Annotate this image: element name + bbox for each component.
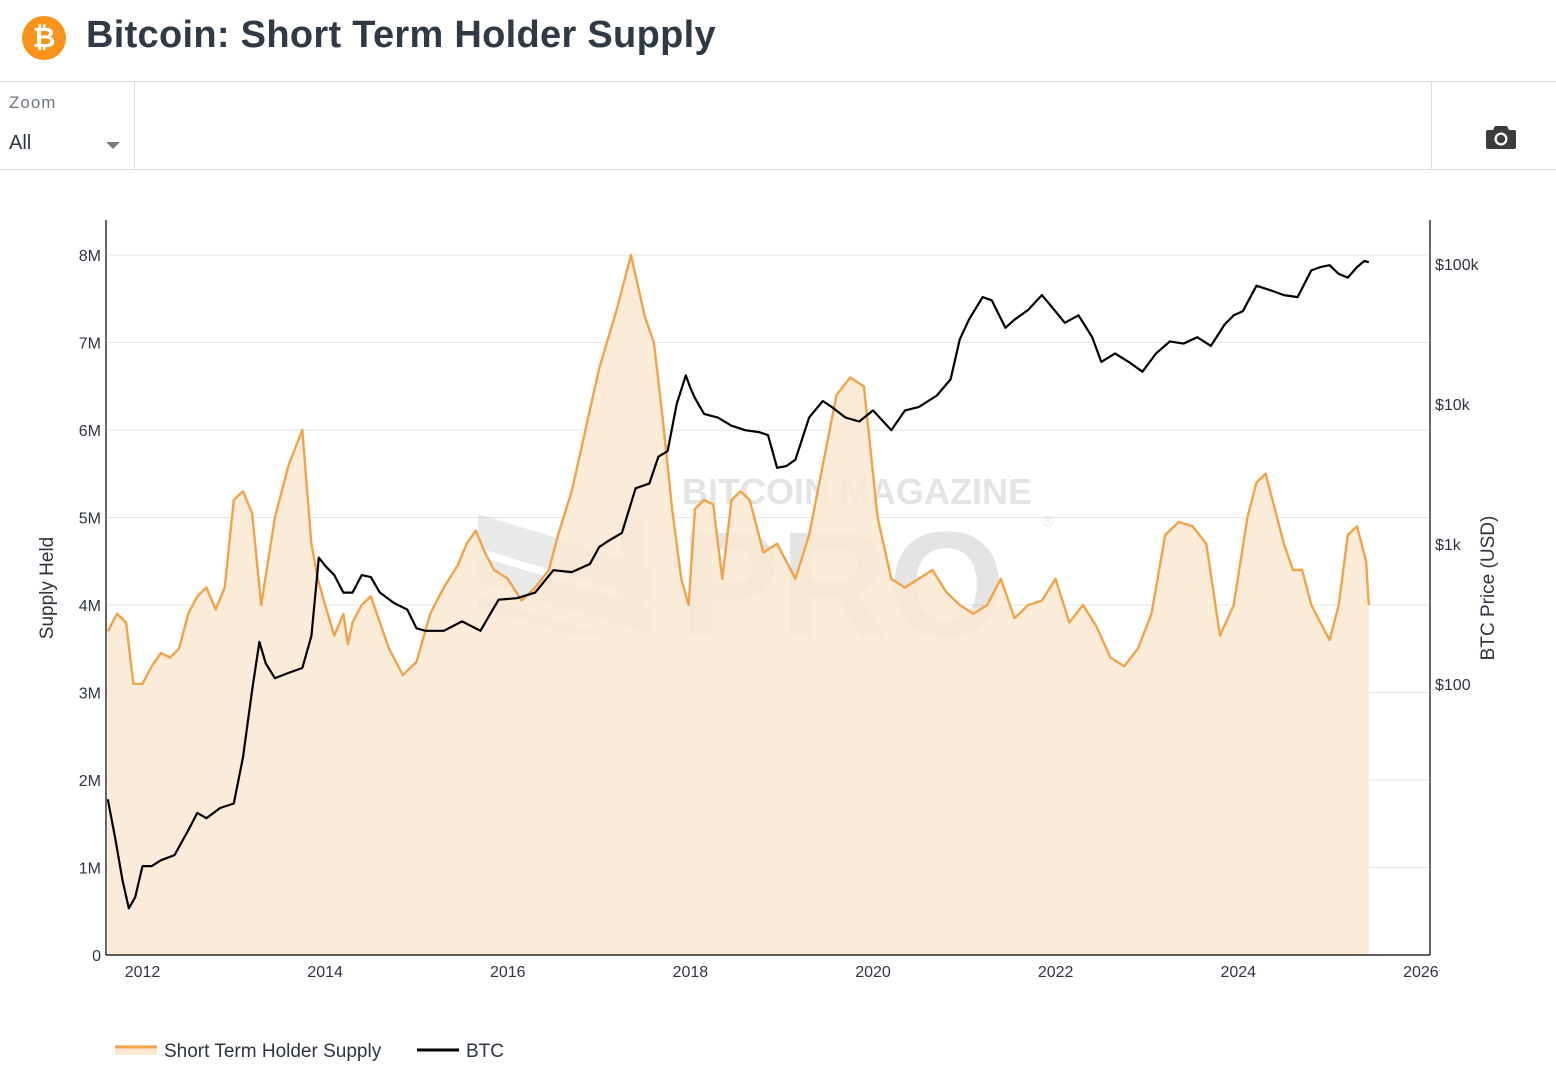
y2-tick-label: $10k — [1435, 397, 1471, 414]
x-tick-label: 2020 — [855, 964, 891, 981]
y2-axis-title: BTC Price (USD) — [1478, 516, 1499, 661]
axes: 0 1M 2M 3M 4M 5M 6M 7M 8M 2012 2014 2016 2018 2020 202… — [37, 220, 1499, 981]
zoom-select[interactable]: Zoom All — [0, 82, 135, 170]
y-tick-label: 5M — [79, 511, 101, 528]
y-tick-label: 1M — [79, 861, 101, 878]
x-tick-label: 2018 — [673, 964, 709, 981]
y2-tick-label: $100k — [1435, 257, 1480, 274]
x-tick-label: 2012 — [125, 964, 161, 981]
y-tick-label: 0 — [92, 948, 101, 965]
x-tick-label: 2022 — [1038, 964, 1074, 981]
legend-label-btc[interactable]: BTC — [466, 1041, 504, 1062]
y2-tick-label: $1k — [1435, 537, 1462, 554]
bitcoin-logo-icon: ₿ — [22, 16, 66, 60]
chart: BITCOIN MAGAZINE PRO ® 01M2M3M4M5M6M7M8M… — [37, 220, 1499, 1062]
camera-box — [1431, 82, 1556, 170]
zoom-value: All — [9, 132, 32, 154]
y-tick-label: 7M — [79, 336, 101, 353]
chart-toolbar: Zoom All — [0, 81, 1556, 170]
x-tick-label: 2024 — [1220, 964, 1256, 981]
y-tick-label: 6M — [79, 423, 101, 440]
btc-price-line — [106, 259, 1370, 910]
y-tick-label: 4M — [79, 598, 101, 615]
chevron-down-icon — [106, 142, 120, 149]
series-layer — [106, 253, 1370, 955]
y2-tick-label: $100 — [1435, 677, 1471, 694]
y-axis-title: Supply Held — [37, 537, 58, 639]
sth-area — [107, 255, 1369, 955]
legend-swatch-sth-fill — [115, 1045, 157, 1055]
zoom-label: Zoom — [9, 93, 57, 112]
legend: Short Term Holder Supply BTC — [115, 1041, 504, 1062]
x-tick-label: 2014 — [307, 964, 343, 981]
y-tick-label: 2M — [79, 773, 101, 790]
camera-icon[interactable] — [1486, 124, 1516, 150]
x-tick-label: 2026 — [1403, 964, 1439, 981]
x-tick-label: 2016 — [490, 964, 526, 981]
legend-label-sth[interactable]: Short Term Holder Supply — [164, 1041, 382, 1062]
y-tick-label: 8M — [79, 248, 101, 265]
sth-line — [106, 253, 1370, 685]
watermark-mark: ® — [1042, 513, 1054, 530]
page-title: Bitcoin: Short Term Holder Supply — [86, 14, 716, 56]
page-header: ₿ Bitcoin: Short Term Holder Supply — [0, 0, 1556, 80]
y-tick-label: 3M — [79, 686, 101, 703]
